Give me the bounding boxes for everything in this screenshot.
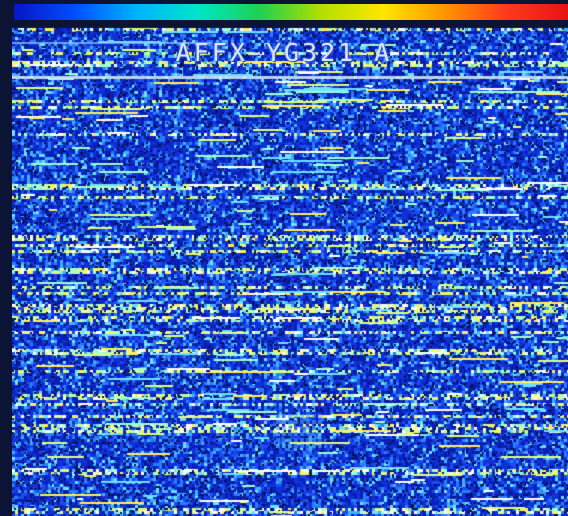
intensity-colorbar (14, 4, 568, 20)
microarray-scan (12, 22, 568, 516)
